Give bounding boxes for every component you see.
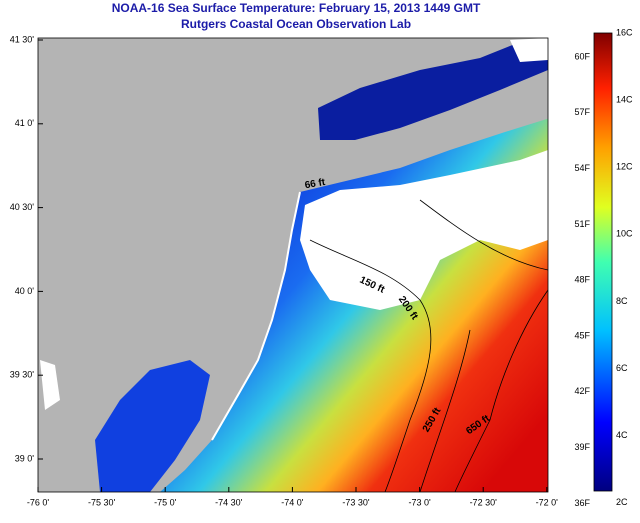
cloud-cover xyxy=(300,150,548,310)
celsius-label: 16C xyxy=(616,27,633,37)
fahrenheit-label: 45F xyxy=(574,330,590,340)
celsius-label: 14C xyxy=(616,94,633,104)
celsius-label: 8C xyxy=(616,296,628,306)
celsius-label: 10C xyxy=(616,229,633,239)
lon-label: -75 0' xyxy=(154,497,177,507)
delaware-bay xyxy=(95,360,210,492)
celsius-label: 6C xyxy=(616,363,628,373)
celsius-label: 4C xyxy=(616,430,628,440)
title: NOAA-16 Sea Surface Temperature: Februar… xyxy=(112,1,481,15)
contour-line xyxy=(309,239,432,492)
fahrenheit-label: 48F xyxy=(574,275,590,285)
long-island-sound xyxy=(318,40,548,140)
fahrenheit-label: 60F xyxy=(574,51,590,61)
cloud-cover xyxy=(40,360,60,410)
lat-label: 39 0' xyxy=(15,453,35,463)
fahrenheit-label: 54F xyxy=(574,163,590,173)
contour-line xyxy=(419,199,548,271)
lat-label: 41 0' xyxy=(15,118,35,128)
fahrenheit-label: 51F xyxy=(574,219,590,229)
coastline xyxy=(211,191,301,441)
lat-label: 40 0' xyxy=(15,286,35,296)
contour-line xyxy=(419,329,471,492)
lat-label: 40 30' xyxy=(10,202,35,212)
celsius-label: 2C xyxy=(616,497,628,507)
fahrenheit-label: 39F xyxy=(574,442,590,452)
map-frame xyxy=(37,37,549,493)
lon-label: -74 30' xyxy=(215,497,243,507)
contour-label: 66 ft xyxy=(304,177,327,192)
map xyxy=(38,38,548,492)
lon-label: -72 30' xyxy=(470,497,498,507)
lon-label: -75 30' xyxy=(88,497,116,507)
lon-label: -74 0' xyxy=(281,497,304,507)
cloud-cover xyxy=(510,38,548,62)
lat-label: 39 30' xyxy=(10,370,35,380)
celsius-label: 12C xyxy=(616,162,633,172)
lon-label: -73 0' xyxy=(408,497,431,507)
lon-label: -76 0' xyxy=(27,497,50,507)
lat-label: 41 30' xyxy=(10,34,35,44)
fahrenheit-label: 36F xyxy=(574,498,590,508)
fahrenheit-label: 42F xyxy=(574,386,590,396)
colorbar xyxy=(593,32,613,492)
fahrenheit-label: 57F xyxy=(574,107,590,117)
subtitle: Rutgers Coastal Ocean Observation Lab xyxy=(181,17,411,31)
lon-label: -72 0' xyxy=(536,497,559,507)
contour-line xyxy=(454,289,548,492)
lon-label: -73 30' xyxy=(342,497,370,507)
